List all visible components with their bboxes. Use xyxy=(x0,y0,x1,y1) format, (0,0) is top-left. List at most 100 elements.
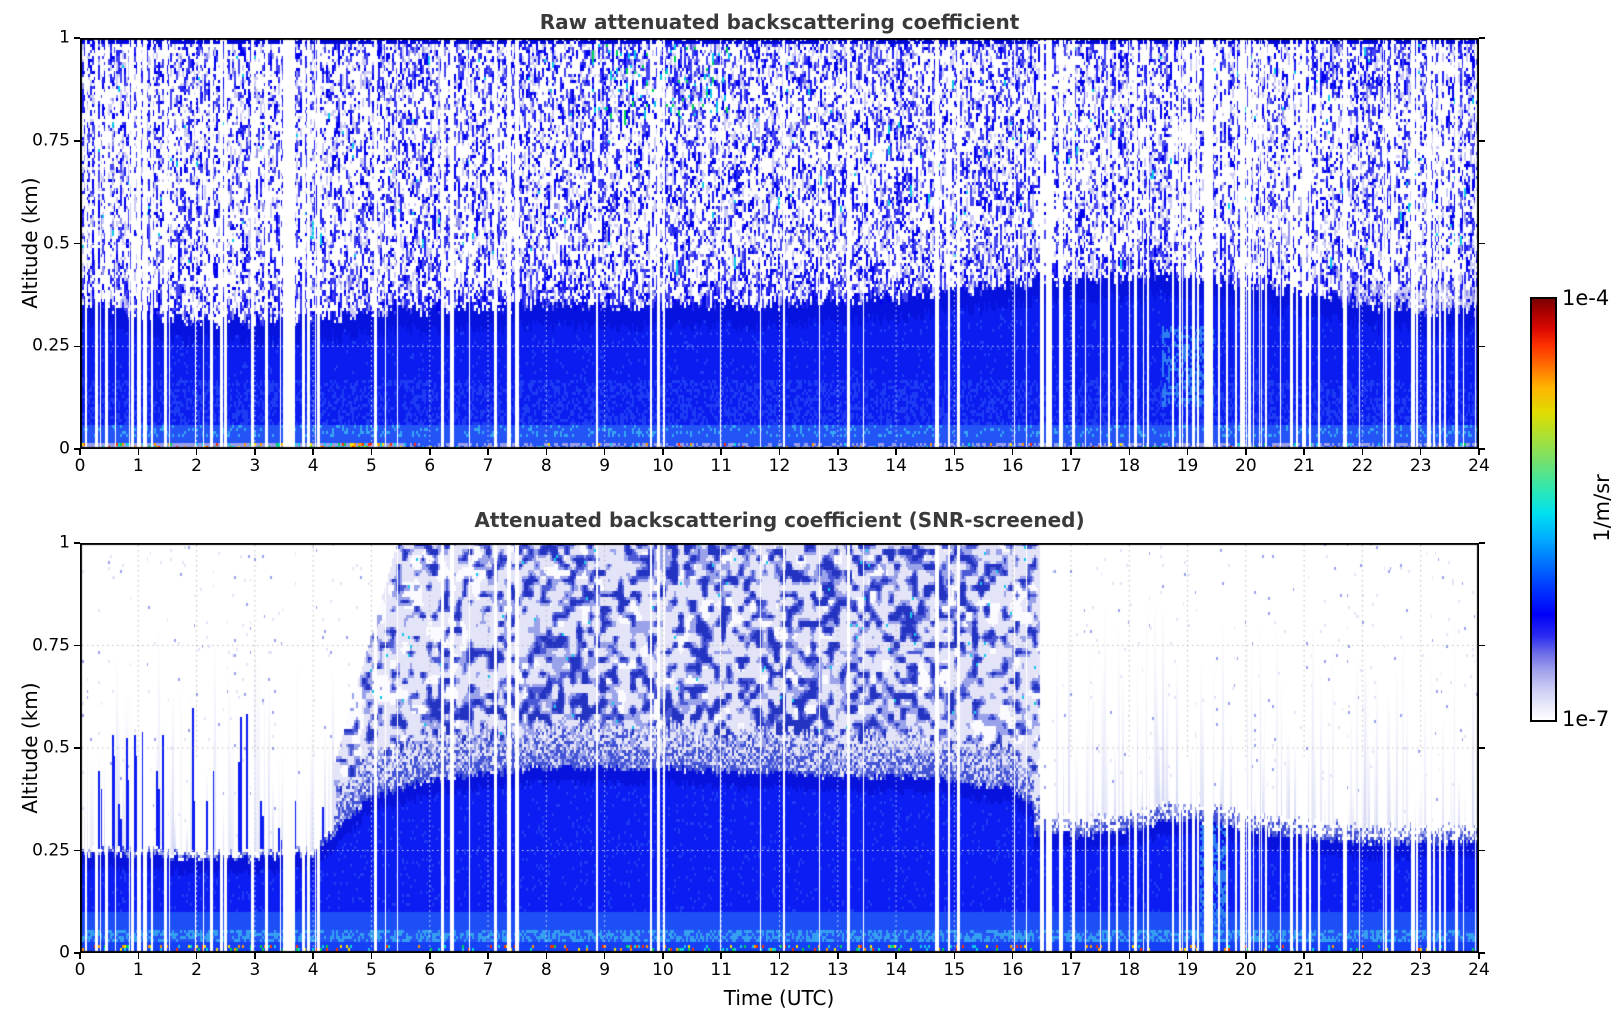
x-tick xyxy=(895,449,897,455)
x-tick-label: 11 xyxy=(710,960,733,980)
x-tick xyxy=(1361,449,1364,455)
colorbar-units-label: 1/m/sr xyxy=(1590,474,1614,542)
panel2-heatmap xyxy=(80,543,1479,953)
x-tick xyxy=(778,953,781,959)
y-tick-right xyxy=(1479,542,1485,544)
x-tick xyxy=(1070,449,1072,455)
x-tick-label: 22 xyxy=(1351,960,1374,980)
x-tick-label: 16 xyxy=(1001,456,1024,476)
x-tick-label: 22 xyxy=(1351,456,1374,476)
x-tick xyxy=(1419,449,1422,455)
x-tick xyxy=(720,449,722,455)
x-tick xyxy=(487,953,489,959)
y-tick xyxy=(74,345,80,347)
x-tick-label: 12 xyxy=(768,456,791,476)
y-tick xyxy=(74,849,80,852)
x-tick xyxy=(137,449,140,455)
y-tick-label: 0.5 xyxy=(42,737,70,758)
x-tick xyxy=(895,953,897,959)
x-tick-label: 7 xyxy=(482,456,494,476)
x-tick-label: 1 xyxy=(132,456,144,476)
x-tick xyxy=(1011,953,1014,959)
x-tick-label: 8 xyxy=(540,960,552,980)
y-tick xyxy=(74,242,80,245)
x-axis-label: Time (UTC) xyxy=(723,986,835,1010)
y-tick xyxy=(74,542,80,544)
y-tick-label: 0.75 xyxy=(32,130,70,151)
x-tick xyxy=(545,953,548,959)
x-tick xyxy=(429,449,431,455)
y-tick-right xyxy=(1479,37,1485,39)
x-tick-label: 23 xyxy=(1409,456,1432,476)
x-tick xyxy=(254,953,256,959)
x-tick xyxy=(1419,953,1422,959)
x-tick-label: 18 xyxy=(1118,456,1141,476)
y-tick-right xyxy=(1479,345,1485,347)
x-tick-label: 3 xyxy=(249,960,261,980)
x-tick xyxy=(254,449,256,455)
y-tick-right xyxy=(1479,644,1485,647)
y-tick-right xyxy=(1479,242,1485,245)
x-tick xyxy=(837,953,839,959)
x-tick-label: 10 xyxy=(652,456,674,476)
x-tick-label: 0 xyxy=(74,960,86,980)
x-tick xyxy=(1011,449,1014,455)
y-tick xyxy=(74,37,80,39)
panel2-title: Attenuated backscattering coefficient (S… xyxy=(474,508,1085,532)
y-tick-label: 0.5 xyxy=(42,233,70,253)
x-tick xyxy=(1245,953,1247,959)
panel1-heatmap xyxy=(80,38,1479,449)
x-tick xyxy=(370,449,373,455)
y-tick xyxy=(74,747,80,749)
x-tick-label: 10 xyxy=(652,960,674,980)
x-tick xyxy=(195,449,198,455)
x-tick xyxy=(195,953,198,959)
x-tick xyxy=(720,953,722,959)
x-tick-label: 14 xyxy=(885,960,907,980)
y-tick xyxy=(74,952,80,954)
x-tick-label: 17 xyxy=(1060,960,1082,980)
y-tick-right xyxy=(1479,849,1485,852)
x-tick-label: 23 xyxy=(1409,960,1432,980)
x-tick xyxy=(429,953,431,959)
x-tick-label: 24 xyxy=(1468,960,1490,980)
x-tick xyxy=(1186,449,1189,455)
x-tick-label: 15 xyxy=(943,456,966,476)
y-tick-label: 0.75 xyxy=(32,635,70,655)
x-tick-label: 0 xyxy=(74,456,86,476)
y-tick-label: 0 xyxy=(59,438,70,459)
x-tick xyxy=(137,953,140,959)
x-tick-label: 9 xyxy=(599,456,611,476)
x-tick-label: 18 xyxy=(1118,960,1141,980)
x-tick xyxy=(662,449,664,455)
x-tick-label: 5 xyxy=(366,960,377,980)
x-tick xyxy=(312,449,314,455)
x-tick xyxy=(1245,449,1247,455)
x-tick-label: 15 xyxy=(943,960,966,980)
x-tick-label: 17 xyxy=(1060,456,1082,476)
x-tick-label: 21 xyxy=(1293,960,1315,980)
x-tick xyxy=(662,953,664,959)
x-tick-label: 21 xyxy=(1293,456,1315,476)
y-tick xyxy=(74,140,80,142)
x-tick xyxy=(1186,953,1189,959)
x-tick xyxy=(1128,953,1130,959)
x-tick-label: 13 xyxy=(826,960,849,980)
x-tick-label: 4 xyxy=(307,960,319,980)
x-tick xyxy=(370,953,373,959)
y-tick-right xyxy=(1479,140,1485,142)
y-tick-label: 1 xyxy=(59,27,70,48)
x-tick xyxy=(1128,449,1130,455)
x-tick xyxy=(837,449,839,455)
x-tick-label: 13 xyxy=(826,456,849,476)
x-tick-label: 24 xyxy=(1468,456,1490,476)
panel1-title: Raw attenuated backscattering coefficien… xyxy=(539,10,1020,34)
x-tick-label: 6 xyxy=(424,960,436,980)
y-tick xyxy=(74,448,80,450)
x-tick xyxy=(1070,953,1072,959)
x-tick xyxy=(778,449,781,455)
x-tick xyxy=(1303,953,1305,959)
colorbar-max-label: 1e-4 xyxy=(1562,286,1610,310)
x-tick-label: 19 xyxy=(1176,960,1199,980)
